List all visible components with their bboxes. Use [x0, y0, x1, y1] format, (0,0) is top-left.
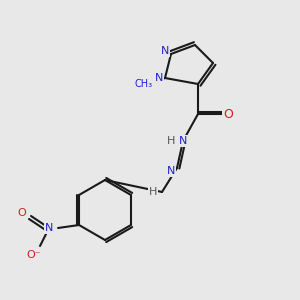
- Text: H: H: [149, 187, 157, 197]
- Text: O: O: [223, 107, 233, 121]
- Text: O: O: [18, 208, 26, 218]
- Text: N: N: [45, 223, 53, 233]
- Text: N: N: [155, 73, 163, 83]
- Text: N: N: [161, 46, 169, 56]
- Text: O⁻: O⁻: [27, 250, 41, 260]
- Text: H: H: [167, 136, 175, 146]
- Text: CH₃: CH₃: [135, 79, 153, 89]
- Text: N: N: [167, 166, 175, 176]
- Text: N: N: [179, 136, 187, 146]
